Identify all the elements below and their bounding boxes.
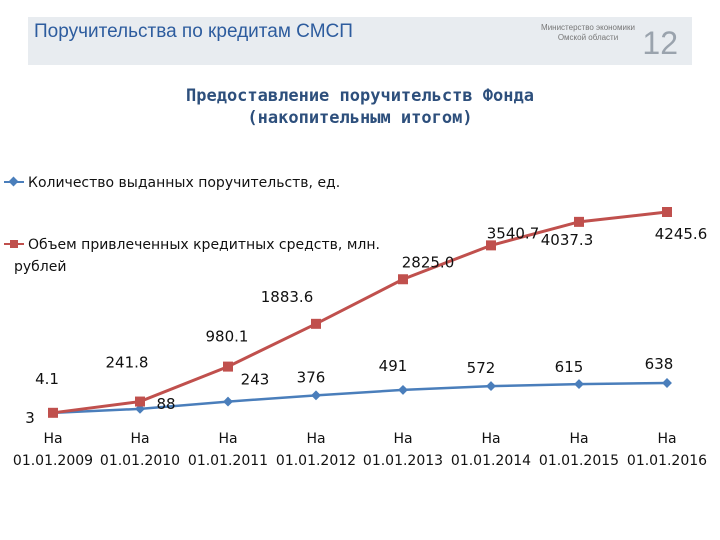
series-0-line bbox=[52, 381, 668, 415]
legend-count-marker bbox=[8, 176, 19, 187]
x-tick-label-2-1: 01.01.2011 bbox=[188, 453, 268, 469]
chart-title: Предоставление поручительств Фонда (нако… bbox=[0, 85, 720, 129]
legend-volume-label-2: рублей bbox=[14, 259, 66, 275]
series-0-data-label-2: 243 bbox=[241, 371, 270, 389]
x-tick-label-1-0: На bbox=[130, 431, 149, 447]
x-tick-label-6-0: На bbox=[569, 431, 588, 447]
series-1-data-label-2: 980.1 bbox=[206, 328, 249, 346]
chart-title-line-2: (накопительным итогом) bbox=[247, 108, 473, 128]
series-1-data-label-3: 1883.6 bbox=[261, 288, 314, 306]
series-0-data-label-6: 615 bbox=[555, 358, 584, 376]
series-1-data-label-1: 241.8 bbox=[106, 354, 149, 372]
x-tick-label-5-0: На bbox=[481, 431, 500, 447]
series-0-point-4 bbox=[398, 384, 408, 395]
x-tick-label-1-1: 01.01.2010 bbox=[100, 453, 180, 469]
x-tick-label-6-1: 01.01.2015 bbox=[539, 453, 619, 469]
x-tick-label-3-0: На bbox=[306, 431, 325, 447]
slide-title: Поручительства по кредитам СМСП bbox=[34, 21, 353, 42]
legend-volume-marker bbox=[10, 240, 18, 248]
x-tick-label-4-1: 01.01.2013 bbox=[363, 453, 443, 469]
series-1-data-label-0: 4.1 bbox=[35, 370, 59, 388]
x-tick-label-4-0: На bbox=[393, 431, 412, 447]
x-tick-label-0-1: 01.01.2009 bbox=[13, 453, 93, 469]
series-1-point-3 bbox=[311, 318, 321, 329]
series-0-point-5 bbox=[486, 381, 496, 392]
ministry-label: Министерство экономики Омской области bbox=[528, 23, 648, 43]
page-number: 12 bbox=[642, 25, 678, 61]
series-1-point-6 bbox=[574, 216, 584, 227]
series-1-line bbox=[52, 210, 668, 415]
legend-volume: Объем привлеченных кредитных средств, мл… bbox=[4, 237, 380, 275]
series-0-point-7 bbox=[662, 378, 672, 388]
x-tick-label-0-0: На bbox=[43, 431, 62, 447]
x-tick-label-5-1: 01.01.2014 bbox=[451, 453, 531, 469]
legend-count-label: Количество выданных поручительств, ед. bbox=[28, 175, 340, 191]
x-tick-label-3-1: 01.01.2012 bbox=[276, 453, 356, 469]
series-1-data-label-7: 4245.6 bbox=[655, 225, 708, 243]
series-1-data-label-5: 3540.7 bbox=[487, 224, 540, 242]
series-0-point-3 bbox=[311, 390, 321, 401]
series-0-point-2 bbox=[223, 396, 233, 407]
slide-header: Поручительства по кредитам СМСП Министер… bbox=[28, 17, 692, 65]
series-0-data-label-5: 572 bbox=[467, 359, 496, 377]
series-1-data-label-6: 4037.3 bbox=[541, 231, 594, 249]
x-tick-label-7-1: 01.01.2016 bbox=[627, 453, 707, 469]
plot-area: 3 88 243 376 491 572 615 638 4.1 241.8 980.1 1883.6… bbox=[13, 207, 707, 469]
series-1-point-4 bbox=[398, 274, 408, 285]
series-1-point-0 bbox=[48, 407, 58, 418]
x-tick-label-7-0: На bbox=[657, 431, 676, 447]
series-1-data-label-4: 2825.0 bbox=[402, 253, 455, 271]
ministry-line-1: Министерство экономики bbox=[541, 23, 635, 32]
series-0-data-label-3: 376 bbox=[297, 368, 326, 386]
series-1-point-1 bbox=[135, 396, 145, 407]
x-tick-label-2-0: На bbox=[218, 431, 237, 447]
series-0-data-label-1: 88 bbox=[156, 395, 175, 413]
series-1-point-5 bbox=[486, 240, 496, 251]
series-1-point-7 bbox=[662, 207, 672, 217]
series-0-point-6 bbox=[574, 379, 584, 390]
series-0-data-label-4: 491 bbox=[379, 357, 408, 375]
legend-count: Количество выданных поручительств, ед. bbox=[4, 175, 340, 191]
series-0-data-label-0: 3 bbox=[25, 409, 35, 427]
legend-volume-label-1: Объем привлеченных кредитных средств, мл… bbox=[28, 237, 380, 253]
series-1-point-2 bbox=[223, 361, 233, 372]
series-0-data-label-7: 638 bbox=[645, 355, 674, 373]
ministry-line-2: Омской области bbox=[557, 33, 619, 42]
chart-title-line-1: Предоставление поручительств Фонда bbox=[186, 86, 534, 106]
